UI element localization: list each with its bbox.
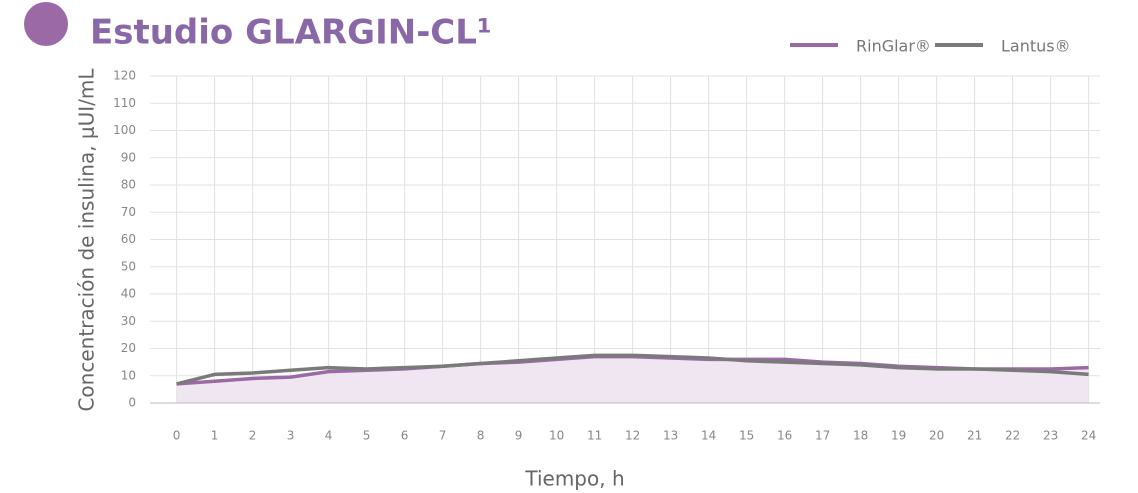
x-tick-label: 12 <box>625 429 640 443</box>
x-tick-label: 8 <box>477 429 485 443</box>
chart-title: Estudio GLARGIN-CL¹ <box>90 13 492 53</box>
y-tick-label: 110 <box>113 96 136 110</box>
y-axis-label: Concentración de insulina, μUI/mL <box>75 68 99 412</box>
y-tick-label: 90 <box>121 150 136 164</box>
x-tick-label: 4 <box>325 429 333 443</box>
x-tick-label: 19 <box>891 429 906 443</box>
x-tick-label: 10 <box>549 429 564 443</box>
x-tick-label: 5 <box>363 429 371 443</box>
area <box>176 356 1089 403</box>
x-tick-label: 6 <box>401 429 409 443</box>
x-tick-label: 1 <box>211 429 219 443</box>
x-tick-label: 2 <box>249 429 257 443</box>
x-tick-label: 16 <box>777 429 792 443</box>
x-tick-label: 18 <box>853 429 868 443</box>
x-tick-label: 7 <box>439 429 447 443</box>
y-tick-label: 100 <box>113 123 136 137</box>
x-tick-label: 3 <box>287 429 295 443</box>
y-tick-label: 80 <box>121 178 136 192</box>
x-tick-label: 22 <box>1005 429 1020 443</box>
x-tick-label: 24 <box>1081 429 1096 443</box>
y-tick-label: 70 <box>121 205 136 219</box>
x-tick-label: 13 <box>663 429 678 443</box>
title-dot <box>24 2 68 46</box>
y-tick-label: 60 <box>121 232 136 246</box>
x-tick-label: 0 <box>173 429 181 443</box>
y-tick-label: 50 <box>121 259 136 273</box>
y-tick-label: 0 <box>128 396 136 410</box>
y-tick-label: 30 <box>121 314 136 328</box>
x-axis-label: Tiempo, h <box>524 467 624 491</box>
x-tick-label: 9 <box>515 429 523 443</box>
legend-label: RinGlar® <box>856 37 931 56</box>
y-tick-label: 120 <box>113 69 136 83</box>
x-tick-label: 21 <box>967 429 982 443</box>
legend-label: Lantus® <box>1001 37 1071 56</box>
y-tick-label: 10 <box>121 368 136 382</box>
y-tick-label: 20 <box>121 341 136 355</box>
line <box>176 353 1089 386</box>
y-tick-label: 40 <box>121 287 136 301</box>
x-tick-label: 15 <box>739 429 754 443</box>
x-tick-label: 23 <box>1043 429 1058 443</box>
x-tick-label: 11 <box>587 429 602 443</box>
x-tick-label: 20 <box>929 429 944 443</box>
x-tick-label: 14 <box>701 429 716 443</box>
x-tick-label: 17 <box>815 429 830 443</box>
